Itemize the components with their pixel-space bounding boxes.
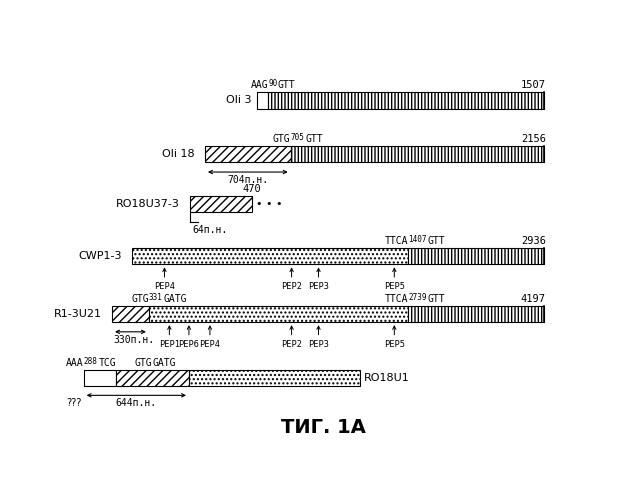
Bar — [149, 306, 408, 322]
Text: R1-3U21: R1-3U21 — [54, 309, 102, 319]
Text: 2739: 2739 — [408, 293, 427, 302]
Text: 4197: 4197 — [521, 294, 546, 304]
Text: 330п.н.: 330п.н. — [114, 335, 155, 345]
Text: PEP6: PEP6 — [179, 340, 199, 348]
Text: 2156: 2156 — [521, 134, 546, 144]
Text: 2936: 2936 — [521, 236, 546, 246]
Text: AAG: AAG — [251, 80, 268, 90]
Text: AAA: AAA — [66, 358, 84, 368]
Text: 1507: 1507 — [521, 80, 546, 90]
Text: PEP1: PEP1 — [159, 340, 180, 348]
Text: RO18U1: RO18U1 — [364, 372, 410, 382]
Bar — [189, 370, 360, 386]
Text: GTT: GTT — [428, 294, 445, 304]
Text: PEP2: PEP2 — [281, 282, 302, 291]
Text: GATG: GATG — [163, 294, 187, 304]
Text: GTG: GTG — [131, 294, 149, 304]
Bar — [408, 248, 545, 264]
Text: PEP3: PEP3 — [308, 282, 329, 291]
Text: PEP3: PEP3 — [308, 340, 329, 348]
Text: TTCA: TTCA — [384, 236, 408, 246]
Bar — [291, 146, 545, 162]
Text: 1407: 1407 — [408, 236, 427, 244]
Text: PEP4: PEP4 — [199, 340, 220, 348]
Text: • • •: • • • — [256, 200, 283, 209]
Bar — [191, 196, 252, 212]
Text: PEP2: PEP2 — [281, 340, 302, 348]
Text: 705: 705 — [291, 134, 305, 142]
Text: GTG: GTG — [134, 358, 152, 368]
Text: PEP5: PEP5 — [384, 282, 405, 291]
Text: 288: 288 — [84, 356, 98, 366]
Bar — [408, 306, 545, 322]
Text: Oli 3: Oli 3 — [225, 96, 251, 106]
Text: 90: 90 — [268, 80, 278, 88]
Bar — [112, 306, 149, 322]
Bar — [84, 370, 115, 386]
Text: TCG: TCG — [98, 358, 116, 368]
Text: 331: 331 — [149, 293, 163, 302]
Text: GTT: GTT — [305, 134, 323, 144]
Bar — [257, 92, 268, 108]
Text: 470: 470 — [242, 184, 261, 194]
Text: GTT: GTT — [278, 80, 295, 90]
Text: GTG: GTG — [273, 134, 291, 144]
Bar — [115, 370, 189, 386]
Text: ???: ??? — [66, 398, 81, 408]
Text: RO18U37-3: RO18U37-3 — [116, 200, 180, 209]
Text: 64п.н.: 64п.н. — [193, 225, 228, 235]
Text: PEP5: PEP5 — [384, 340, 405, 348]
Bar — [132, 248, 408, 264]
Text: PEP4: PEP4 — [154, 282, 175, 291]
Text: 644п.н.: 644п.н. — [115, 398, 157, 408]
Text: ΤИГ. 1А: ΤИГ. 1А — [281, 418, 366, 437]
Text: 704п.н.: 704п.н. — [227, 175, 268, 185]
Text: TTCA: TTCA — [384, 294, 408, 304]
Text: GATG: GATG — [152, 358, 175, 368]
Bar — [205, 146, 291, 162]
Text: GTT: GTT — [428, 236, 445, 246]
Bar — [268, 92, 545, 108]
Text: CWP1-3: CWP1-3 — [78, 252, 121, 262]
Text: Oli 18: Oli 18 — [162, 150, 195, 160]
